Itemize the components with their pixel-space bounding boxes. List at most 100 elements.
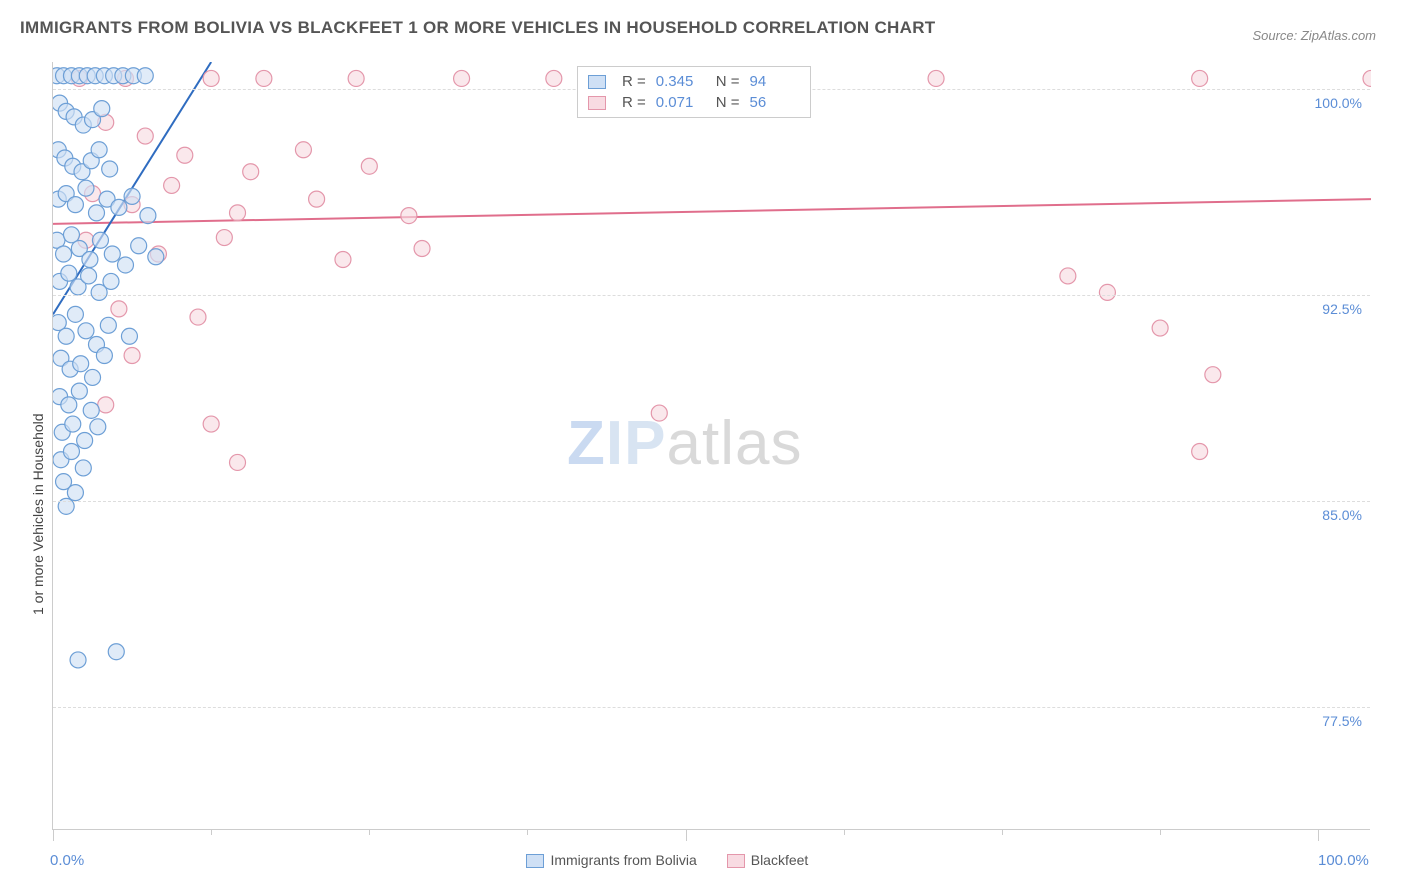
legend-item: Immigrants from Bolivia [526, 852, 696, 868]
data-point [190, 309, 206, 325]
data-point [203, 416, 219, 432]
x-tick [1160, 829, 1161, 835]
x-tick [369, 829, 370, 835]
x-axis-max-label: 100.0% [1318, 852, 1369, 869]
data-point [96, 347, 112, 363]
data-point [203, 70, 219, 86]
data-point [230, 205, 246, 221]
data-point [90, 419, 106, 435]
data-point [67, 306, 83, 322]
data-point [454, 70, 470, 86]
stats-row: R = 0.071 N = 56 [588, 92, 800, 113]
data-point [100, 317, 116, 333]
n-value: 56 [750, 94, 800, 111]
bottom-legend: Immigrants from Bolivia Blackfeet [526, 852, 808, 868]
data-point [140, 208, 156, 224]
x-tick [1318, 829, 1319, 841]
data-point [94, 101, 110, 117]
series-swatch [588, 96, 606, 110]
data-point [164, 177, 180, 193]
grid-line [53, 707, 1370, 708]
data-point [92, 232, 108, 248]
legend-label: Blackfeet [751, 852, 809, 868]
data-point [56, 246, 72, 262]
data-point [58, 328, 74, 344]
y-axis-label: 1 or more Vehicles in Household [30, 413, 46, 615]
data-point [103, 273, 119, 289]
data-point [67, 485, 83, 501]
data-point [121, 328, 137, 344]
data-point [65, 416, 81, 432]
data-point [108, 644, 124, 660]
data-point [256, 70, 272, 86]
scatter-svg [53, 62, 1371, 830]
r-value: 0.345 [656, 73, 706, 90]
legend-item: Blackfeet [727, 852, 809, 868]
data-point [98, 397, 114, 413]
data-point [148, 249, 164, 265]
data-point [137, 68, 153, 84]
r-label: R = [622, 73, 646, 90]
data-point [414, 241, 430, 257]
series-swatch [727, 854, 745, 868]
data-point [61, 397, 77, 413]
legend-label: Immigrants from Bolivia [550, 852, 696, 868]
series-swatch [588, 75, 606, 89]
x-tick [53, 829, 54, 841]
n-value: 94 [750, 73, 800, 90]
data-point [1363, 70, 1371, 86]
x-tick [527, 829, 528, 835]
x-axis-min-label: 0.0% [50, 852, 84, 869]
x-tick [844, 829, 845, 835]
data-point [1060, 268, 1076, 284]
data-point [81, 268, 97, 284]
stats-legend-box: R = 0.345 N = 94 R = 0.071 N = 56 [577, 66, 811, 118]
data-point [361, 158, 377, 174]
data-point [73, 356, 89, 372]
data-point [137, 128, 153, 144]
data-point [104, 246, 120, 262]
data-point [546, 70, 562, 86]
series-swatch [526, 854, 544, 868]
data-point [216, 230, 232, 246]
y-tick-label: 85.0% [1322, 507, 1362, 523]
data-point [102, 161, 118, 177]
data-point [1192, 443, 1208, 459]
data-point [295, 142, 311, 158]
n-label: N = [716, 94, 740, 111]
data-point [85, 369, 101, 385]
data-point [335, 251, 351, 267]
data-point [78, 180, 94, 196]
data-point [63, 443, 79, 459]
data-point [61, 265, 77, 281]
data-point [83, 402, 99, 418]
grid-line [53, 501, 1370, 502]
n-label: N = [716, 73, 740, 90]
trend-line [53, 199, 1371, 224]
data-point [124, 188, 140, 204]
x-tick [686, 829, 687, 841]
data-point [71, 383, 87, 399]
stats-row: R = 0.345 N = 94 [588, 71, 800, 92]
r-value: 0.071 [656, 94, 706, 111]
data-point [1152, 320, 1168, 336]
data-point [82, 251, 98, 267]
data-point [401, 208, 417, 224]
plot-area: ZIPatlas 77.5%85.0%92.5%100.0% [52, 62, 1370, 830]
data-point [348, 70, 364, 86]
y-tick-label: 77.5% [1322, 713, 1362, 729]
data-point [78, 323, 94, 339]
data-point [1192, 70, 1208, 86]
data-point [70, 652, 86, 668]
data-point [111, 199, 127, 215]
data-point [651, 405, 667, 421]
grid-line [53, 295, 1370, 296]
data-point [230, 454, 246, 470]
r-label: R = [622, 94, 646, 111]
data-point [131, 238, 147, 254]
y-tick-label: 92.5% [1322, 301, 1362, 317]
data-point [1205, 367, 1221, 383]
data-point [75, 460, 91, 476]
data-point [91, 142, 107, 158]
data-point [1099, 284, 1115, 300]
